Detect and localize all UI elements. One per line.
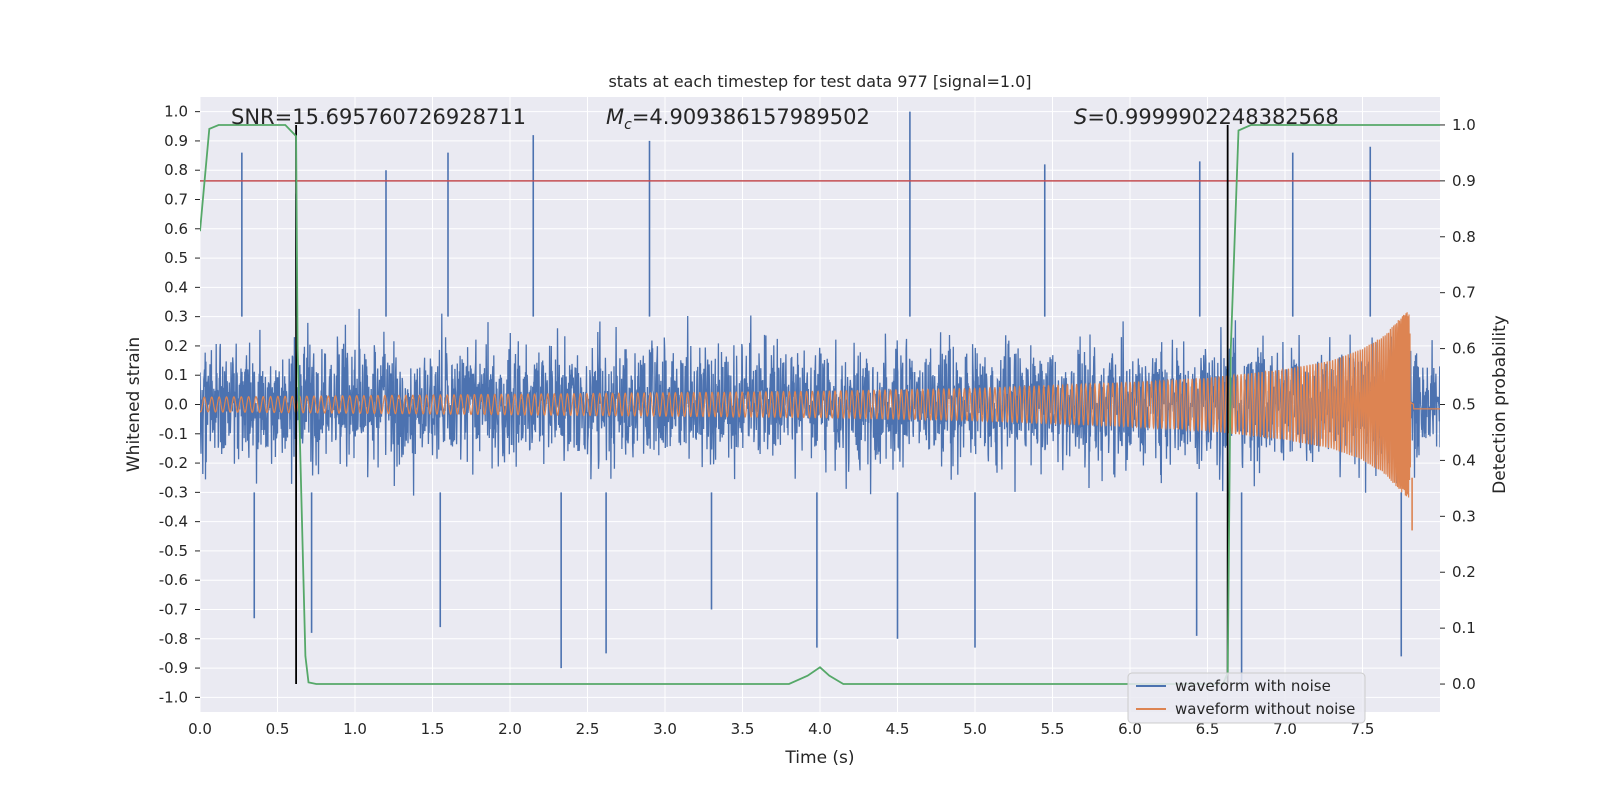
- y-tick-label: -0.6: [159, 571, 188, 589]
- chart-title: stats at each timestep for test data 977…: [608, 72, 1031, 91]
- y-tick-label: -0.1: [159, 425, 188, 443]
- score-annotation: S=0.9999902248382568: [1074, 105, 1339, 129]
- y-right-tick-label: 0.1: [1452, 619, 1476, 637]
- y-right-tick-label: 0.3: [1452, 507, 1476, 525]
- y-right-tick-label: 0.8: [1452, 228, 1476, 246]
- y-tick-label: 0.6: [164, 220, 188, 238]
- axis-ticks: 0.0 0.5 1.0 1.5 2.0 2.5 3.0 3.5 4.0 4.5 5.0 5.5 6.0 6…: [159, 103, 1476, 738]
- y-tick-label: 0.0: [164, 396, 188, 414]
- y-tick-label: -1.0: [159, 688, 188, 706]
- y-tick-label: 0.7: [164, 191, 188, 209]
- y-tick-label: -0.3: [159, 483, 188, 501]
- x-tick-label: 2.5: [576, 720, 600, 738]
- series-line-probability: [200, 124, 1440, 685]
- y-tick-label: -0.5: [159, 542, 188, 560]
- x-tick-label: 3.0: [653, 720, 677, 738]
- legend-label-noisy: waveform with noise: [1175, 677, 1331, 695]
- mc-symbol: M: [606, 105, 624, 129]
- mc-subscript: c: [624, 117, 632, 133]
- y-tick-label: 0.8: [164, 161, 188, 179]
- y-tick-label: 0.3: [164, 308, 188, 326]
- y-tick-label: 1.0: [164, 103, 188, 121]
- x-tick-label: 5.0: [963, 720, 987, 738]
- y-tick-label: -0.7: [159, 601, 188, 619]
- y-tick-label: 0.2: [164, 337, 188, 355]
- y-tick-label: -0.4: [159, 513, 188, 531]
- x-tick-label: 6.0: [1118, 720, 1142, 738]
- y-axis-label: Whitened strain: [124, 337, 144, 472]
- x-tick-label: 4.0: [808, 720, 832, 738]
- y-tick-label: 0.5: [164, 249, 188, 267]
- mc-value: =4.909386157989502: [632, 105, 870, 129]
- y-right-tick-label: 0.4: [1452, 451, 1476, 469]
- s-symbol: S: [1074, 105, 1087, 129]
- y-right-tick-label: 0.0: [1452, 675, 1476, 693]
- legend-label-clean: waveform without noise: [1175, 700, 1355, 718]
- y-right-tick-label: 0.5: [1452, 396, 1476, 414]
- x-tick-label: 6.5: [1196, 720, 1220, 738]
- x-tick-label: 0.0: [188, 720, 212, 738]
- x-tick-label: 3.5: [731, 720, 755, 738]
- y-tick-label: 0.1: [164, 366, 188, 384]
- x-tick-label: 1.5: [421, 720, 445, 738]
- y-right-tick-label: 0.6: [1452, 340, 1476, 358]
- x-tick-label: 0.5: [266, 720, 290, 738]
- legend-box: [1127, 672, 1366, 724]
- x-tick-label: 1.0: [343, 720, 367, 738]
- y-tick-label: 0.9: [164, 132, 188, 150]
- plot-data-area: [200, 111, 1440, 692]
- x-axis-label: Time (s): [784, 748, 854, 768]
- legend: waveform with noise waveform without noi…: [1127, 672, 1366, 724]
- y-right-tick-label: 0.9: [1452, 172, 1476, 190]
- y-tick-label: -0.8: [159, 630, 188, 648]
- y-right-tick-label: 1.0: [1452, 116, 1476, 134]
- x-tick-label: 5.5: [1041, 720, 1065, 738]
- y-tick-label: -0.2: [159, 454, 188, 472]
- x-tick-label: 4.5: [886, 720, 910, 738]
- series-line-clean: [200, 312, 1440, 498]
- y-tick-label: -0.9: [159, 659, 188, 677]
- y-tick-label: 0.4: [164, 278, 188, 296]
- chirp-mass-annotation: Mc=4.909386157989502: [606, 105, 870, 133]
- x-tick-label: 7.5: [1351, 720, 1375, 738]
- x-tick-label: 7.0: [1273, 720, 1297, 738]
- y-right-tick-label: 0.7: [1452, 284, 1476, 302]
- y-right-tick-label: 0.2: [1452, 563, 1476, 581]
- snr-annotation: SNR=15.695760726928711: [231, 105, 526, 129]
- x-tick-label: 2.0: [498, 720, 522, 738]
- s-value: =0.9999902248382568: [1087, 105, 1338, 129]
- y-axis-right-label: Detection probability: [1490, 315, 1510, 494]
